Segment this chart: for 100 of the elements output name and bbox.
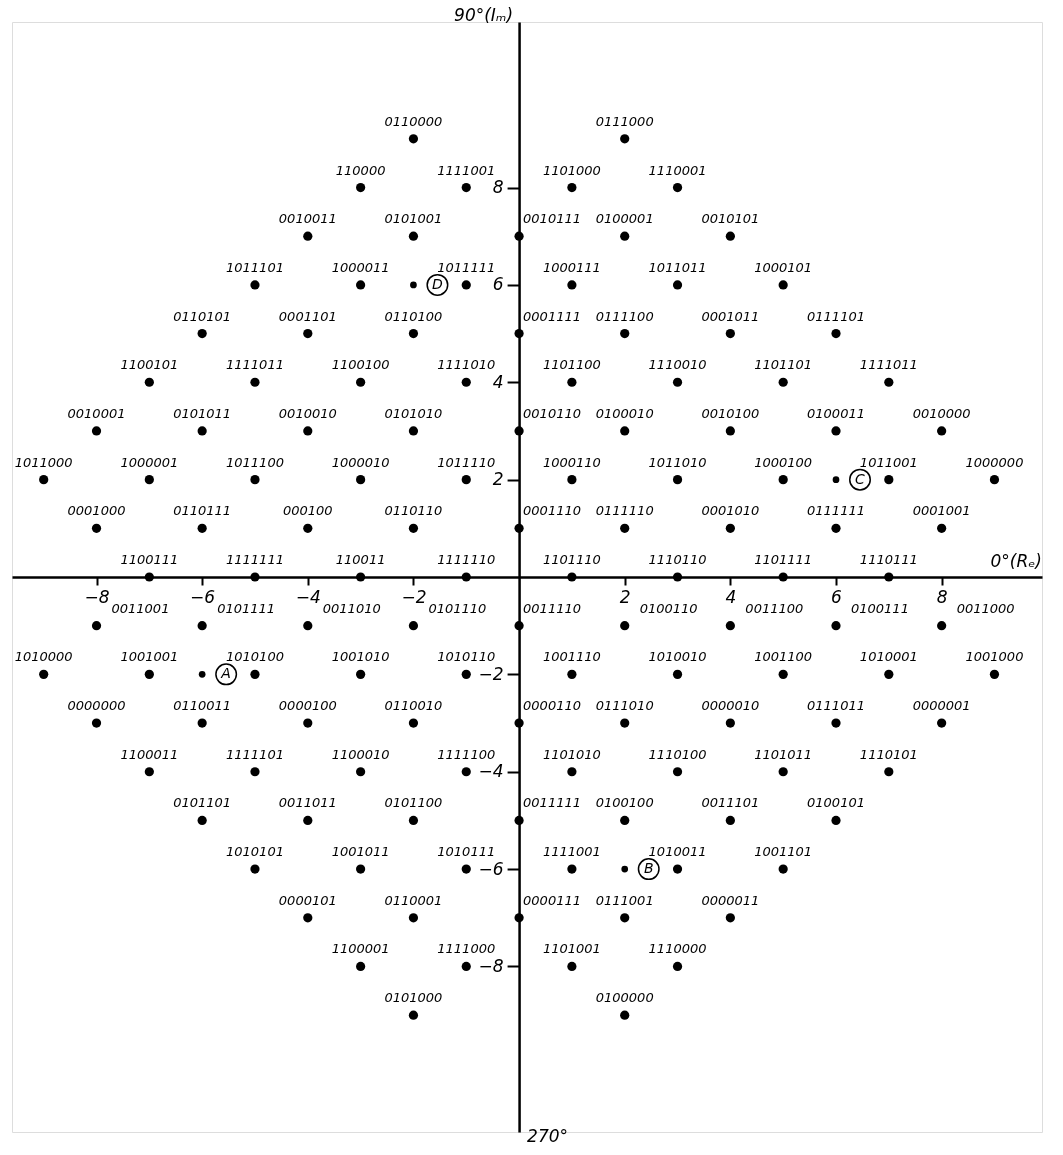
- annotation: 0100110: [639, 600, 698, 616]
- annotation: 0000000: [67, 698, 126, 714]
- annotation: 1000011: [331, 259, 390, 275]
- x-tick-label: −8: [84, 586, 110, 607]
- annotation: 0011111: [523, 795, 581, 811]
- annotation: 1101111: [754, 552, 813, 567]
- annotation: 1011011: [648, 259, 707, 275]
- annotation: 0111000: [595, 113, 654, 129]
- annotation: 1111111: [226, 552, 284, 567]
- annotation: 0101011: [173, 405, 232, 421]
- annotation: 0101101: [173, 795, 232, 811]
- annotation: 0011110: [523, 600, 581, 616]
- annotation: 1111101: [226, 746, 284, 762]
- annotation: 1101000: [542, 162, 601, 178]
- annotation: 0111100: [595, 308, 654, 324]
- annotation: 1000001: [120, 454, 179, 470]
- annotation: 1011001: [859, 454, 918, 470]
- annotation: 0101100: [384, 795, 443, 811]
- point: [198, 671, 206, 678]
- annotation: 1111100: [437, 746, 496, 762]
- annotation: 1101001: [542, 941, 601, 957]
- annotation: 0111101: [807, 308, 865, 324]
- annotation: 0001111: [523, 308, 581, 324]
- annotation: 1000111: [542, 259, 601, 275]
- annotation: 0110011: [173, 698, 232, 714]
- annotation: 0100101: [807, 795, 865, 811]
- annotation: 0111011: [807, 698, 865, 714]
- annotation: 1000110: [542, 454, 601, 470]
- annotation: 1010001: [859, 649, 918, 665]
- annotation: 110011: [335, 552, 386, 567]
- x-tick-label: 4: [725, 586, 737, 607]
- annotation: 1011101: [226, 259, 284, 275]
- x-axis-title: 0°(Rₑ): [990, 551, 1042, 571]
- annotation: 0010110: [523, 405, 581, 421]
- annotation: 0011100: [745, 600, 804, 616]
- annotation: 0010100: [701, 405, 760, 421]
- annotation: 1110101: [859, 746, 918, 762]
- annotation: 0111001: [595, 892, 654, 908]
- annotation: 0000111: [523, 892, 581, 908]
- annotation: 0010111: [523, 211, 581, 227]
- annotation: 0100001: [595, 211, 654, 227]
- annotation: 1010000: [14, 649, 73, 665]
- annotation: 1101011: [754, 746, 813, 762]
- annotation: 1110111: [859, 552, 918, 567]
- annotation: 000100: [282, 503, 333, 519]
- annotation: 1010010: [648, 649, 707, 665]
- x-tick-label: 6: [831, 586, 843, 607]
- annotation: 0011001: [111, 600, 170, 616]
- annotation: 0101110: [428, 600, 487, 616]
- point: [621, 865, 629, 873]
- annotation: 1001110: [542, 649, 601, 665]
- annotation: 1100011: [120, 746, 179, 762]
- annotation: 1111011: [226, 357, 284, 373]
- annotation: A: [220, 665, 231, 682]
- annotation: 0110100: [384, 308, 443, 324]
- annotation: 1100101: [120, 357, 179, 373]
- annotation: 0001000: [67, 503, 126, 519]
- y-tick-label: −2: [478, 663, 504, 684]
- x-tick-label: −4: [295, 586, 321, 607]
- annotation: 0011011: [278, 795, 337, 811]
- annotation: 0001001: [912, 503, 971, 519]
- x-tick-label: −6: [190, 586, 216, 607]
- annotation: 1110010: [648, 357, 707, 373]
- annotation: 0001101: [278, 308, 337, 324]
- annotation: 1111001: [542, 844, 601, 860]
- annotation: 0101000: [384, 990, 443, 1006]
- annotation: 1111010: [437, 357, 496, 373]
- annotation: 0010010: [278, 405, 337, 421]
- annotation: 0110010: [384, 698, 443, 714]
- annotation: 0010000: [912, 405, 971, 421]
- annotation: 1001010: [331, 649, 390, 665]
- annotation: 1001011: [331, 844, 390, 860]
- y-tick-label: 6: [492, 274, 504, 295]
- y-axis-title: 90°(Iₘ): [454, 5, 514, 25]
- annotation: 1100111: [120, 552, 179, 567]
- annotation: 1011111: [437, 259, 496, 275]
- annotation: 1000010: [331, 454, 390, 470]
- annotation: 1111011: [859, 357, 918, 373]
- annotation: 0011101: [701, 795, 760, 811]
- annotation: 1011100: [226, 454, 284, 470]
- annotation: 1000000: [965, 454, 1024, 470]
- annotation: 0010011: [278, 211, 337, 227]
- annotation: 1100100: [331, 357, 390, 373]
- annotation: 1011110: [437, 454, 496, 470]
- annotation: 0010001: [67, 405, 126, 421]
- annotation: 1011010: [648, 454, 707, 470]
- annotation: 1001000: [965, 649, 1024, 665]
- annotation: 1000101: [754, 259, 813, 275]
- annotation: 0111010: [595, 698, 654, 714]
- y-tick-label: −4: [478, 761, 504, 782]
- annotation: 1101100: [542, 357, 601, 373]
- annotation: 0000001: [912, 698, 971, 714]
- annotation: 1010100: [226, 649, 284, 665]
- annotation: 1010101: [226, 844, 284, 860]
- annotation: 1010011: [648, 844, 707, 860]
- annotation: 1101010: [542, 746, 601, 762]
- annotation: 0011010: [322, 600, 381, 616]
- annotation: 0110110: [384, 503, 443, 519]
- annotation: 0001011: [701, 308, 760, 324]
- y-tick-label: 8: [492, 177, 504, 198]
